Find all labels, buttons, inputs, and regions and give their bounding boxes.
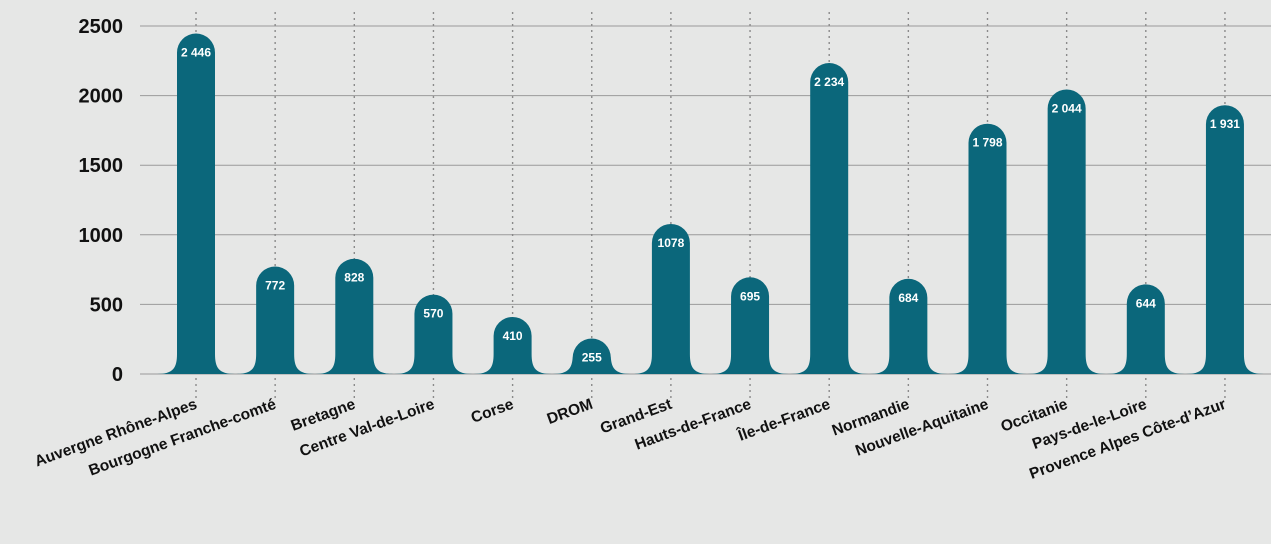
value-label: 2 044 (1052, 101, 1082, 115)
y-axis: 0 500 1000 1500 2000 2500 (79, 16, 124, 386)
value-label: 828 (344, 271, 364, 285)
y-tick-label: 1500 (79, 155, 124, 177)
value-label: 695 (740, 289, 760, 303)
y-tick-label: 0 (112, 364, 123, 386)
bar (157, 33, 235, 375)
value-label: 410 (503, 329, 523, 343)
value-label: 2 234 (814, 75, 844, 89)
bar (790, 63, 869, 375)
x-tick-label: Nouvelle-Aquitaine (853, 396, 991, 460)
value-label: 772 (265, 279, 285, 293)
value-label: 684 (898, 291, 918, 305)
x-tick-label: Corse (469, 396, 516, 427)
y-tick-label: 2500 (79, 16, 124, 38)
y-tick-label: 500 (90, 294, 123, 316)
bar (315, 258, 394, 374)
value-label: 1 931 (1210, 117, 1240, 131)
bar (1027, 89, 1106, 375)
bar (711, 277, 790, 374)
value-labels: 2 446 772 828 570 410 255 1078 695 2 234 684 1 798… (181, 46, 1240, 365)
gridlines (140, 25, 1271, 375)
bar (552, 338, 631, 374)
bar (394, 294, 473, 374)
value-label: 255 (582, 351, 602, 365)
bar (473, 316, 552, 374)
value-label: 570 (423, 307, 443, 321)
bar (1185, 105, 1264, 374)
bar (948, 123, 1027, 374)
bar (869, 278, 948, 374)
y-tick-label: 1000 (79, 225, 124, 247)
x-tick-label: Centre Val-de-Loire (297, 396, 437, 461)
value-label: 1078 (658, 236, 685, 250)
bar (236, 266, 315, 374)
x-tick-label: DROM (545, 396, 595, 428)
value-label: 2 446 (181, 46, 211, 60)
bars (157, 33, 1264, 375)
y-tick-label: 2000 (79, 86, 124, 108)
bar (1106, 284, 1185, 374)
value-label: 644 (1136, 296, 1156, 310)
value-label: 1 798 (972, 136, 1002, 150)
bar (631, 223, 710, 374)
